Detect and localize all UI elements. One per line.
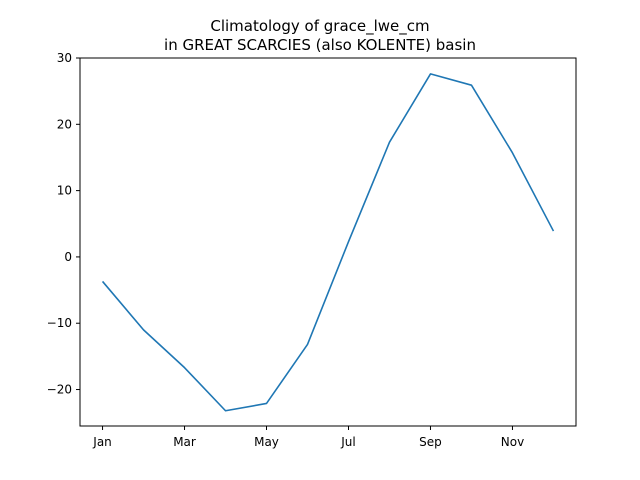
x-tick-label: Mar	[173, 435, 196, 449]
y-tick-label: −10	[47, 316, 72, 330]
y-tick-label: −20	[47, 383, 72, 397]
x-tick-label: Jul	[340, 435, 355, 449]
plot-area: Jan Mar May Jul Sep Nov −20 −10 0 10 20 30	[47, 51, 577, 449]
axes-frame	[79, 57, 577, 427]
series-line-0	[101, 73, 555, 412]
y-tick-label: 0	[64, 250, 72, 264]
x-tick-label: Sep	[419, 435, 442, 449]
x-tick-label: Jan	[92, 435, 112, 449]
x-tick-label: Nov	[501, 435, 524, 449]
chart-title-line-2: in GREAT SCARCIES (also KOLENTE) basin	[164, 36, 476, 54]
y-tick-label: 20	[57, 117, 72, 131]
chart-title-line-1: Climatology of grace_lwe_cm	[210, 17, 429, 36]
y-tick-label: 30	[57, 51, 72, 65]
x-tick-label: May	[254, 435, 279, 449]
y-tick-label: 10	[57, 184, 72, 198]
